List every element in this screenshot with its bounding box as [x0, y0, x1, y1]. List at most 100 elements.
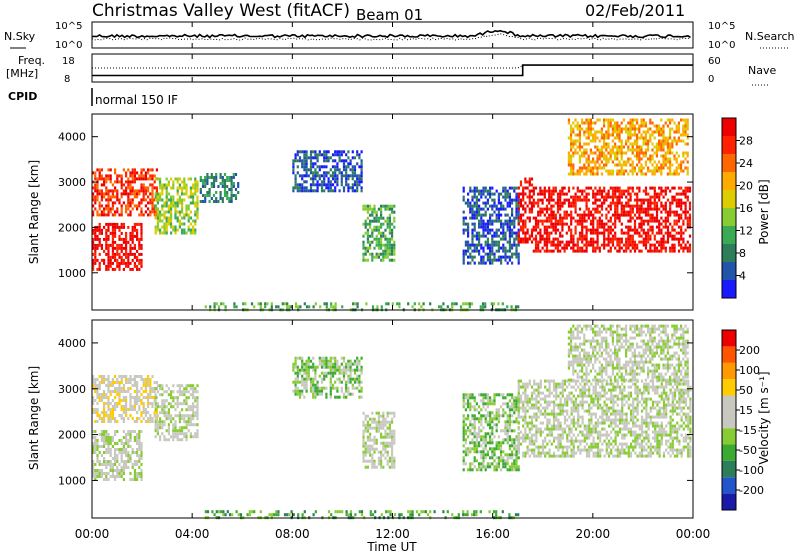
heatmap-cell — [603, 222, 606, 226]
heatmap-cell — [133, 408, 136, 411]
heatmap-cell — [221, 179, 224, 182]
heatmap-cell — [111, 267, 114, 271]
heatmap-cell — [649, 216, 652, 220]
heatmap-cell — [386, 243, 389, 247]
heatmap-cell — [296, 150, 299, 154]
heatmap-cell — [543, 219, 546, 223]
heatmap-cell — [163, 438, 166, 442]
heatmap-cell — [671, 163, 674, 167]
heatmap-cell — [118, 180, 121, 184]
heatmap-cell — [301, 174, 304, 178]
heatmap-cell — [614, 237, 617, 241]
heatmap-cell — [183, 387, 186, 391]
heatmap-cell — [469, 462, 472, 466]
heatmap-cell — [653, 166, 656, 170]
heatmap-cell — [418, 302, 421, 306]
heatmap-cell — [631, 186, 634, 190]
heatmap-cell — [253, 305, 256, 309]
heatmap-cell — [480, 261, 483, 265]
heatmap-cell — [475, 435, 478, 439]
heatmap-cell — [480, 393, 483, 397]
heatmap-cell — [96, 195, 99, 199]
heatmap-cell — [491, 246, 494, 250]
heatmap-cell — [292, 165, 295, 169]
heatmap-cell — [651, 219, 654, 223]
heatmap-cell — [585, 234, 588, 238]
heatmap-cell — [244, 302, 247, 306]
heatmap-cell — [325, 371, 328, 375]
heatmap-cell — [298, 392, 302, 396]
heatmap-cell — [356, 183, 359, 187]
heatmap-cell — [109, 436, 112, 439]
heatmap-cell — [365, 302, 368, 306]
heatmap-cell — [680, 118, 683, 122]
heatmap-cell — [105, 448, 108, 451]
heatmap-cell — [210, 182, 213, 185]
heatmap-cell — [629, 118, 632, 122]
heatmap-cell — [578, 142, 581, 146]
heatmap-cell — [669, 213, 672, 217]
heatmap-cell — [471, 204, 474, 208]
heatmap-cell — [347, 174, 350, 178]
heatmap-cell — [133, 469, 136, 472]
heatmap-cell — [340, 362, 343, 366]
heatmap-cell — [118, 387, 121, 390]
heatmap-cell — [206, 176, 209, 179]
heatmap-cell — [356, 302, 359, 306]
heatmap-cell — [377, 462, 380, 466]
heatmap-cell — [393, 432, 396, 436]
heatmap-cell — [552, 186, 555, 190]
heatmap-cell — [338, 365, 341, 369]
heatmap-cell — [530, 231, 534, 235]
heatmap-cell — [515, 213, 518, 217]
heatmap-cell — [469, 393, 472, 397]
heatmap-cell — [356, 386, 359, 390]
heatmap-cell — [611, 148, 614, 152]
heatmap-cell — [677, 204, 681, 208]
heatmap-cell — [334, 171, 337, 175]
heatmap-cell — [561, 219, 564, 223]
heatmap-cell — [133, 189, 136, 193]
heatmap-cell — [629, 228, 632, 232]
heatmap-cell — [277, 305, 280, 309]
heatmap-cell — [559, 189, 562, 193]
heatmap-cell — [486, 246, 489, 250]
heatmap-cell — [585, 246, 588, 250]
heatmap-cell — [620, 148, 623, 152]
heatmap-cell — [144, 189, 147, 193]
heatmap-cell — [673, 139, 676, 143]
heatmap-cell — [107, 210, 110, 214]
heatmap-cell — [662, 207, 665, 211]
heatmap-cell — [342, 368, 346, 372]
heatmap-cell — [515, 192, 518, 196]
heatmap-cell — [511, 198, 514, 202]
heatmap-cell — [587, 192, 590, 196]
heatmap-cell — [318, 174, 321, 178]
heatmap-cell — [677, 237, 681, 241]
heatmap-cell — [98, 243, 101, 247]
heatmap-cell — [232, 173, 235, 176]
heatmap-cell — [530, 183, 534, 187]
heatmap-cell — [153, 180, 156, 184]
heatmap-cell — [484, 204, 487, 208]
heatmap-cell — [165, 198, 168, 202]
heatmap-cell — [312, 368, 315, 372]
heatmap-cell — [125, 399, 128, 402]
heatmap-cell — [627, 198, 630, 202]
heatmap-cell — [464, 453, 467, 457]
heatmap-cell — [323, 356, 326, 360]
heatmap-cell — [114, 381, 117, 384]
heatmap-cell — [136, 417, 139, 420]
heatmap-cell — [662, 130, 665, 134]
heatmap-cell — [638, 145, 641, 149]
heatmap-cell — [684, 124, 687, 128]
heatmap-cell — [583, 195, 586, 199]
heatmap-cell — [611, 213, 615, 217]
heatmap-cell — [620, 142, 623, 146]
heatmap-cell — [116, 195, 119, 199]
heatmap-cell — [629, 136, 632, 140]
heatmap-cell — [147, 405, 150, 408]
heatmap-cell — [633, 222, 637, 226]
heatmap-cell — [537, 204, 540, 208]
heatmap-cell — [532, 216, 535, 220]
